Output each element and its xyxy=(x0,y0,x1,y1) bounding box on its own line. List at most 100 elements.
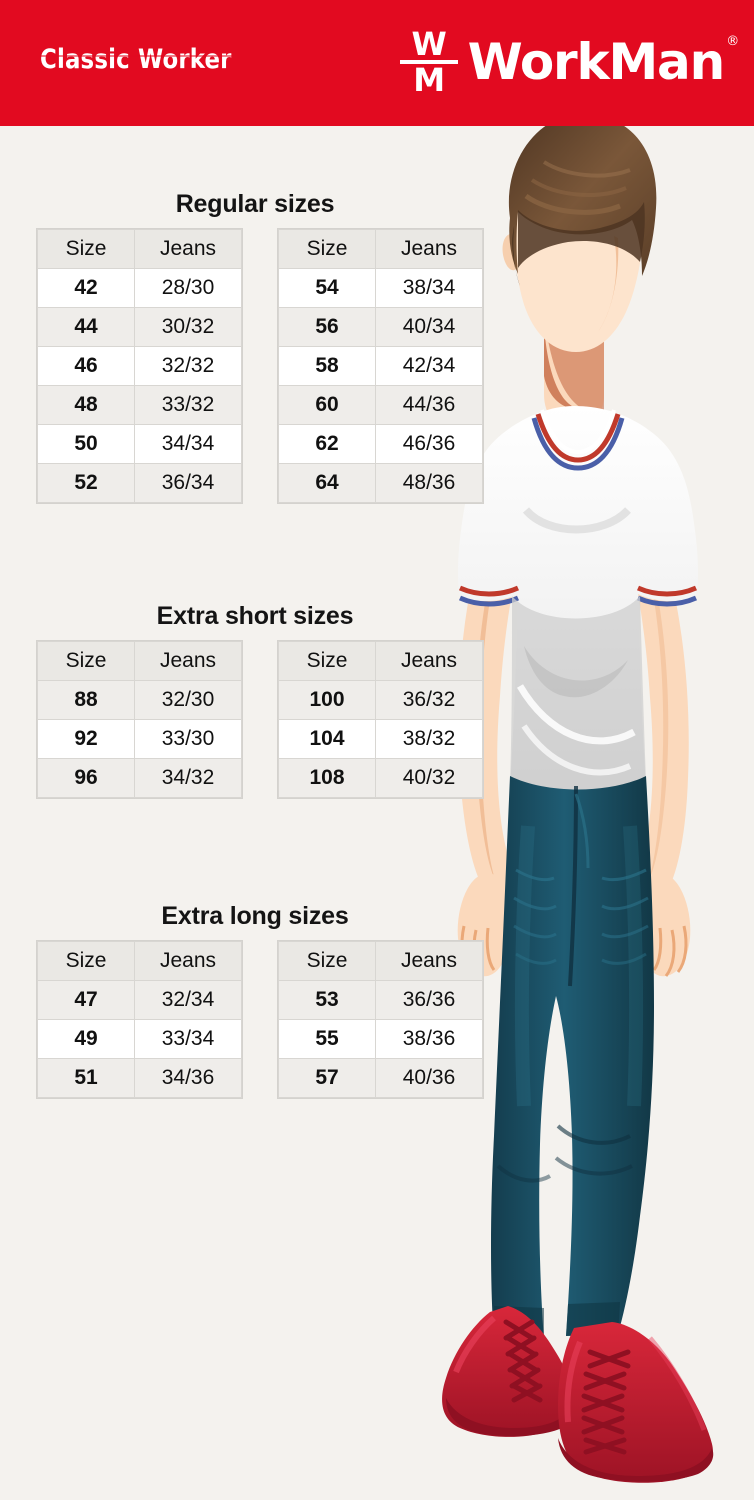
brand-logo: W M WorkMan ® xyxy=(399,22,740,102)
cell-size: 54 xyxy=(278,268,376,308)
table-header-row: Size Jeans xyxy=(278,229,483,269)
cell-jeans: 33/30 xyxy=(134,719,242,759)
table-extra-long-right: Size Jeans 53 36/36 55 38/36 57 xyxy=(278,941,483,1098)
column-header-jeans: Jeans xyxy=(134,941,242,981)
table-header-row: Size Jeans xyxy=(37,641,242,681)
column-header-size: Size xyxy=(278,941,376,981)
page-title: Classic Worker xyxy=(40,44,232,75)
cell-size: 48 xyxy=(37,385,135,425)
table-header-row: Size Jeans xyxy=(278,641,483,681)
table-row: 57 40/36 xyxy=(278,1058,483,1098)
table-row: 96 34/32 xyxy=(37,758,242,798)
table-extra-long-left: Size Jeans 47 32/34 49 33/34 51 xyxy=(37,941,242,1098)
cell-jeans: 36/36 xyxy=(375,980,483,1020)
column-header-size: Size xyxy=(278,641,376,681)
table-row: 60 44/36 xyxy=(278,385,483,425)
table-regular-left: Size Jeans 42 28/30 44 30/32 46 xyxy=(37,229,242,503)
cell-jeans: 33/34 xyxy=(134,1019,242,1059)
cell-jeans: 42/34 xyxy=(375,346,483,386)
cell-size: 46 xyxy=(37,346,135,386)
cell-size: 100 xyxy=(278,680,376,720)
cell-size: 104 xyxy=(278,719,376,759)
column-header-size: Size xyxy=(37,229,135,269)
table-row: 50 34/34 xyxy=(37,424,242,464)
column-header-size: Size xyxy=(37,941,135,981)
table-header-row: Size Jeans xyxy=(37,229,242,269)
brand-wordmark-text: WorkMan xyxy=(467,33,726,91)
monogram-divider xyxy=(399,60,458,64)
cell-jeans: 32/30 xyxy=(134,680,242,720)
cell-size: 49 xyxy=(37,1019,135,1059)
table-row: 55 38/36 xyxy=(278,1019,483,1059)
table-row: 108 40/32 xyxy=(278,758,483,798)
cell-jeans: 32/32 xyxy=(134,346,242,386)
cell-size: 55 xyxy=(278,1019,376,1059)
table-row: 44 30/32 xyxy=(37,307,242,347)
table-row: 46 32/32 xyxy=(37,346,242,386)
cell-jeans: 32/34 xyxy=(134,980,242,1020)
cell-size: 60 xyxy=(278,385,376,425)
cell-size: 92 xyxy=(37,719,135,759)
cell-jeans: 34/32 xyxy=(134,758,242,798)
cell-jeans: 40/32 xyxy=(375,758,483,798)
cell-size: 62 xyxy=(278,424,376,464)
section-extra-long-sizes: Extra long sizes Size Jeans 47 32/34 49 xyxy=(0,902,510,1098)
shoes xyxy=(442,1306,714,1483)
table-row: 92 33/30 xyxy=(37,719,242,759)
cell-size: 53 xyxy=(278,980,376,1020)
table-row: 49 33/34 xyxy=(37,1019,242,1059)
table-row: 64 48/36 xyxy=(278,463,483,503)
wm-monogram-icon: W M xyxy=(399,24,458,99)
table-extra-short-left: Size Jeans 88 32/30 92 33/30 96 xyxy=(37,641,242,798)
table-header-row: Size Jeans xyxy=(278,941,483,981)
column-header-jeans: Jeans xyxy=(375,941,483,981)
monogram-m: M xyxy=(413,61,445,99)
table-extra-short-right: Size Jeans 100 36/32 104 38/32 108 xyxy=(278,641,483,798)
table-row: 54 38/34 xyxy=(278,268,483,308)
neck xyxy=(544,316,604,428)
cell-jeans: 40/34 xyxy=(375,307,483,347)
table-row: 47 32/34 xyxy=(37,980,242,1020)
column-header-jeans: Jeans xyxy=(134,641,242,681)
cell-size: 64 xyxy=(278,463,376,503)
cell-jeans: 30/32 xyxy=(134,307,242,347)
table-row: 56 40/34 xyxy=(278,307,483,347)
cell-size: 88 xyxy=(37,680,135,720)
monogram-w: W xyxy=(411,24,447,63)
registered-trademark-icon: ® xyxy=(726,34,739,49)
table-row: 100 36/32 xyxy=(278,680,483,720)
table-regular-right: Size Jeans 54 38/34 56 40/34 58 xyxy=(278,229,483,503)
table-row: 62 46/36 xyxy=(278,424,483,464)
table-header-row: Size Jeans xyxy=(37,941,242,981)
cell-size: 58 xyxy=(278,346,376,386)
section-title-regular: Regular sizes xyxy=(175,190,335,218)
cell-jeans: 40/36 xyxy=(375,1058,483,1098)
section-regular-sizes: Regular sizes Size Jeans 42 28/30 44 xyxy=(0,190,510,503)
cell-size: 96 xyxy=(37,758,135,798)
table-row: 58 42/34 xyxy=(278,346,483,386)
table-row: 51 34/36 xyxy=(37,1058,242,1098)
cell-size: 51 xyxy=(37,1058,135,1098)
cell-size: 47 xyxy=(37,980,135,1020)
arms xyxy=(458,526,689,908)
table-row: 52 36/34 xyxy=(37,463,242,503)
column-header-jeans: Jeans xyxy=(134,229,242,269)
table-row: 48 33/32 xyxy=(37,385,242,425)
section-title-extra-short: Extra short sizes xyxy=(156,602,354,630)
cell-jeans: 34/34 xyxy=(134,424,242,464)
brand-wordmark: WorkMan ® xyxy=(468,35,740,87)
cell-size: 44 xyxy=(37,307,135,347)
table-row: 104 38/32 xyxy=(278,719,483,759)
cell-size: 57 xyxy=(278,1058,376,1098)
cell-size: 52 xyxy=(37,463,135,503)
cell-jeans: 46/36 xyxy=(375,424,483,464)
column-header-size: Size xyxy=(278,229,376,269)
jeans xyxy=(491,776,654,1340)
column-header-size: Size xyxy=(37,641,135,681)
cell-jeans: 33/32 xyxy=(134,385,242,425)
cell-size: 56 xyxy=(278,307,376,347)
cell-jeans: 28/30 xyxy=(134,268,242,308)
cell-jeans: 38/34 xyxy=(375,268,483,308)
page-header: Classic Worker W M WorkMan ® xyxy=(0,0,754,126)
